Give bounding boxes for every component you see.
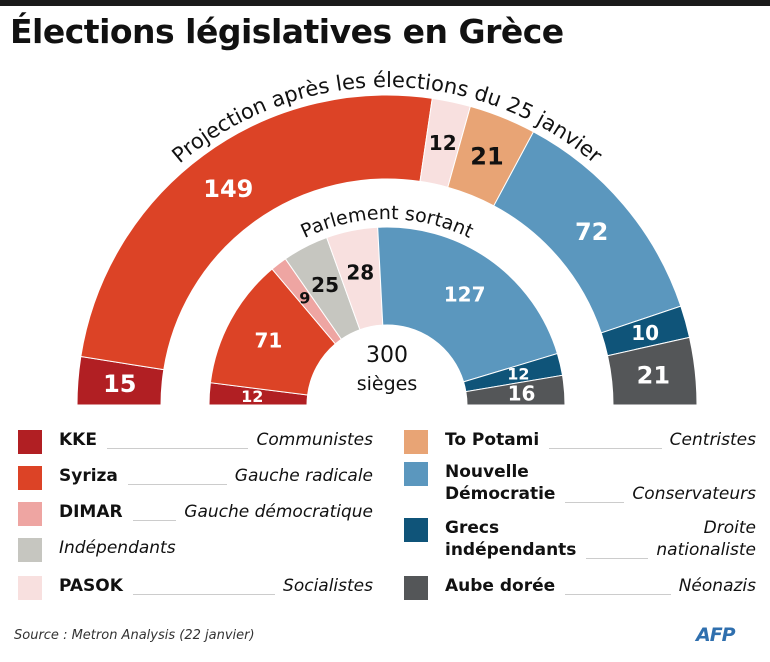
legend-party-description: Centristes <box>669 430 756 450</box>
legend-item-aube-doree: Aube dorée Néonazis <box>404 576 756 602</box>
legend-connector-line <box>133 594 275 595</box>
legend-item-grecs-independants: Grecs indépendants Droite nationaliste <box>404 518 756 560</box>
legend-item-kke: KKE Communistes <box>18 430 373 456</box>
legend-party-description: Communistes <box>256 430 373 450</box>
segment-inner-nouvelle-democratie <box>377 226 559 383</box>
legend-swatch <box>404 518 428 542</box>
legend-item-dimar: DIMAR Gauche démocratique <box>18 502 373 528</box>
legend-swatch <box>18 538 42 562</box>
legend-party-description: Droite nationaliste <box>656 518 756 560</box>
legend-item-independants: Indépendants <box>18 538 373 564</box>
data-label-inner-grecs-independants: 12 <box>507 365 529 384</box>
data-label-outer-kke: 15 <box>103 370 136 398</box>
afp-logo: AFP <box>696 624 736 646</box>
legend-party-description: Néonazis <box>678 576 756 596</box>
legend-item-pasok: PASOK Socialistes <box>18 576 373 602</box>
legend-party-name: Syriza <box>59 466 118 486</box>
legend-swatch <box>18 466 42 490</box>
data-label-outer-to-potami: 21 <box>470 142 503 170</box>
legend-item-to-potami: To Potami Centristes <box>404 430 756 456</box>
legend-party-description: Socialistes <box>283 576 373 596</box>
legend-party-name: Grecs indépendants <box>445 518 577 560</box>
data-label-outer-aube-doree: 21 <box>637 362 670 390</box>
legend-swatch <box>18 430 42 454</box>
legend-item-nouvelle-democratie: Nouvelle Démocratie Conservateurs <box>404 462 756 504</box>
legend-connector-line <box>133 520 176 521</box>
legend-connector-line <box>565 502 624 503</box>
data-label-inner-independants: 25 <box>311 273 339 297</box>
center-total-seats: 300 <box>366 343 408 368</box>
data-label-outer-grecs-independants: 10 <box>631 321 659 345</box>
outer-ring: 15 149 12 21 72 10 21 <box>76 94 698 406</box>
legend-swatch <box>404 430 428 454</box>
source-note: Source : Metron Analysis (22 janvier) <box>14 628 255 643</box>
data-label-outer-syriza: 149 <box>203 175 253 203</box>
legend-swatch <box>404 576 428 600</box>
legend-left: KKE Communistes Syriza Gauche radicale DIMAR… <box>18 430 373 610</box>
legend-swatch <box>18 502 42 526</box>
legend-party-name: Nouvelle Démocratie <box>445 462 556 504</box>
legend-swatch <box>18 576 42 600</box>
legend-connector-line <box>128 484 227 485</box>
legend-connector-line <box>586 558 648 559</box>
legend-party-description: Gauche démocratique <box>184 502 373 522</box>
segment-outer-aube-doree <box>606 336 698 406</box>
legend-party-name: KKE <box>59 430 97 450</box>
legend-connector-line <box>107 448 248 449</box>
segment-inner-aube-doree <box>465 374 566 406</box>
data-label-inner-nouvelle-democratie: 127 <box>444 283 486 307</box>
legend-connector-line <box>565 594 671 595</box>
legend-right: To Potami Centristes Nouvelle Démocratie Con… <box>404 430 756 610</box>
legend-party-description: Gauche radicale <box>234 466 373 486</box>
legend-item-syriza: Syriza Gauche radicale <box>18 466 373 492</box>
data-label-inner-dimar: 9 <box>299 288 310 307</box>
data-label-inner-aube-doree: 16 <box>508 382 536 406</box>
center-seats-label: sièges <box>357 373 418 395</box>
legend-connector-line <box>549 448 662 449</box>
top-bar <box>0 0 770 6</box>
data-label-outer-nouvelle-democratie: 72 <box>575 218 608 246</box>
legend-party-name: Indépendants <box>59 538 176 558</box>
legend-party-name: Aube dorée <box>445 576 556 596</box>
chart-title: Élections législatives en Grèce <box>10 12 564 51</box>
data-label-inner-pasok: 28 <box>346 261 374 285</box>
legend-party-name: PASOK <box>59 576 123 596</box>
legend-party-name: To Potami <box>445 430 540 450</box>
data-label-inner-kke: 12 <box>241 387 263 406</box>
legend-party-name: DIMAR <box>59 502 123 522</box>
legend-party-description: Conservateurs <box>632 484 756 504</box>
data-label-outer-pasok: 12 <box>429 131 457 155</box>
data-label-inner-syriza: 71 <box>254 329 282 353</box>
legend-swatch <box>404 462 428 486</box>
